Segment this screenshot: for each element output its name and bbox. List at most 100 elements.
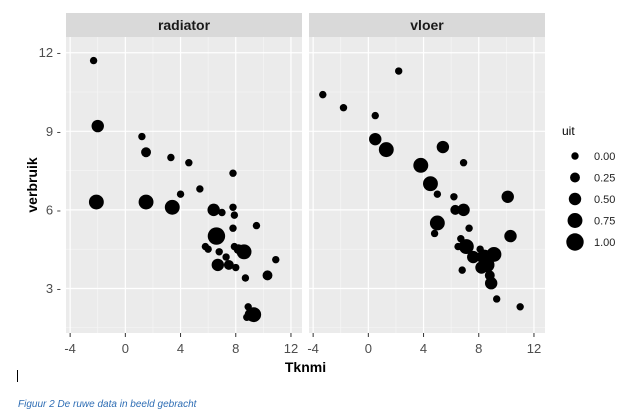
data-point-vloer [319, 90, 327, 99]
strip-label-vloer: vloer [410, 17, 444, 33]
x-tick-label: 8 [475, 341, 482, 356]
legend-key [570, 172, 580, 183]
x-tick-label: 4 [177, 341, 184, 356]
y-tick-label: 3 - [46, 281, 61, 296]
legend-label: 0.50 [594, 194, 615, 206]
text-cursor [17, 370, 18, 382]
data-point-radiator [246, 307, 262, 323]
data-point-radiator [241, 274, 250, 282]
data-point-radiator [167, 153, 175, 162]
points-radiator [88, 56, 280, 323]
data-point-radiator [185, 159, 193, 167]
data-point-radiator [207, 203, 220, 217]
legend-label: 1.00 [594, 237, 615, 249]
data-point-radiator [176, 190, 185, 198]
data-point-radiator [229, 169, 237, 177]
data-point-vloer [492, 295, 501, 303]
data-point-radiator [236, 244, 252, 260]
x-tick-label: 0 [122, 341, 129, 356]
data-point-vloer [458, 266, 466, 274]
data-point-radiator [196, 185, 204, 193]
data-point-radiator [222, 253, 230, 261]
grid-radiator [66, 37, 302, 333]
data-point-radiator [88, 194, 104, 210]
data-point-radiator [218, 208, 226, 217]
data-point-vloer [457, 203, 470, 217]
data-point-radiator [272, 255, 280, 264]
legend-key [566, 233, 584, 251]
data-point-vloer [516, 303, 524, 311]
legend-key [571, 152, 579, 160]
legend-key [567, 213, 583, 228]
grid-vloer [309, 37, 545, 333]
data-point-radiator [89, 56, 98, 65]
data-point-vloer [450, 204, 461, 215]
data-point-vloer [433, 190, 442, 198]
data-point-radiator [232, 263, 240, 272]
data-point-radiator [215, 248, 223, 256]
data-point-vloer [479, 257, 495, 273]
x-tick-label: -4 [64, 341, 76, 356]
y-tick-label: 9 - [46, 124, 61, 139]
legend-label: 0.75 [594, 216, 615, 228]
data-point-radiator [204, 245, 212, 253]
points-vloer [319, 67, 524, 311]
y-axis: 3 - 6 - 9 - 12 - [39, 45, 61, 296]
strip-radiator [66, 13, 302, 37]
data-point-radiator [211, 258, 225, 272]
data-point-radiator [252, 221, 261, 230]
data-point-vloer [378, 142, 394, 158]
data-point-radiator [262, 270, 273, 281]
x-axis: -4 0 4 8 12 -4 0 4 8 12 [64, 333, 541, 356]
data-point-vloer [501, 190, 514, 203]
data-point-vloer [459, 159, 468, 167]
data-point-radiator [229, 203, 237, 211]
data-point-vloer [423, 176, 438, 192]
size-legend: uit 0.00 0.25 0.50 0.75 1.00 [562, 124, 615, 251]
data-point-radiator [207, 227, 226, 245]
data-point-radiator [91, 119, 104, 133]
legend-title: uit [562, 124, 575, 138]
y-tick-label: 6 - [46, 202, 61, 217]
panel-radiator [66, 37, 302, 333]
strip-label-radiator: radiator [158, 17, 211, 33]
data-point-vloer [436, 140, 450, 154]
data-point-vloer [413, 157, 429, 173]
data-point-vloer [484, 277, 498, 290]
data-point-radiator [141, 147, 151, 158]
data-point-radiator [230, 211, 239, 219]
figure-caption: Figuur 2 De ruwe data in beeld gebracht [18, 399, 197, 410]
data-point-vloer [429, 215, 445, 231]
x-tick-label: -4 [307, 341, 319, 356]
x-tick-label: 8 [232, 341, 239, 356]
data-point-radiator [138, 132, 146, 141]
data-point-radiator [223, 259, 234, 270]
legend-label: 0.00 [594, 151, 615, 163]
x-tick-label: 12 [527, 341, 541, 356]
data-point-vloer [395, 67, 403, 75]
data-point-vloer [458, 239, 474, 255]
data-point-vloer [450, 193, 458, 201]
facet-vloer: vloer [309, 13, 545, 333]
x-axis-title: Tknmi [285, 359, 326, 375]
data-point-vloer [369, 132, 382, 146]
data-point-vloer [467, 250, 480, 264]
strip-vloer [309, 13, 545, 37]
data-point-radiator [138, 194, 154, 210]
data-point-radiator [229, 224, 237, 232]
data-point-vloer [465, 224, 473, 232]
x-tick-label: 4 [420, 341, 427, 356]
x-tick-label: 12 [284, 341, 298, 356]
data-point-vloer [371, 111, 379, 120]
legend-label: 0.25 [594, 173, 615, 185]
y-tick-label: 12 - [39, 45, 61, 60]
x-tick-label: 0 [365, 341, 372, 356]
data-point-vloer [504, 229, 517, 243]
legend-key [568, 192, 582, 206]
facet-radiator: radiator [66, 13, 302, 333]
data-point-vloer [486, 246, 502, 262]
data-point-vloer [430, 229, 439, 238]
y-axis-title: verbruik [24, 157, 40, 212]
data-point-radiator [164, 199, 180, 215]
